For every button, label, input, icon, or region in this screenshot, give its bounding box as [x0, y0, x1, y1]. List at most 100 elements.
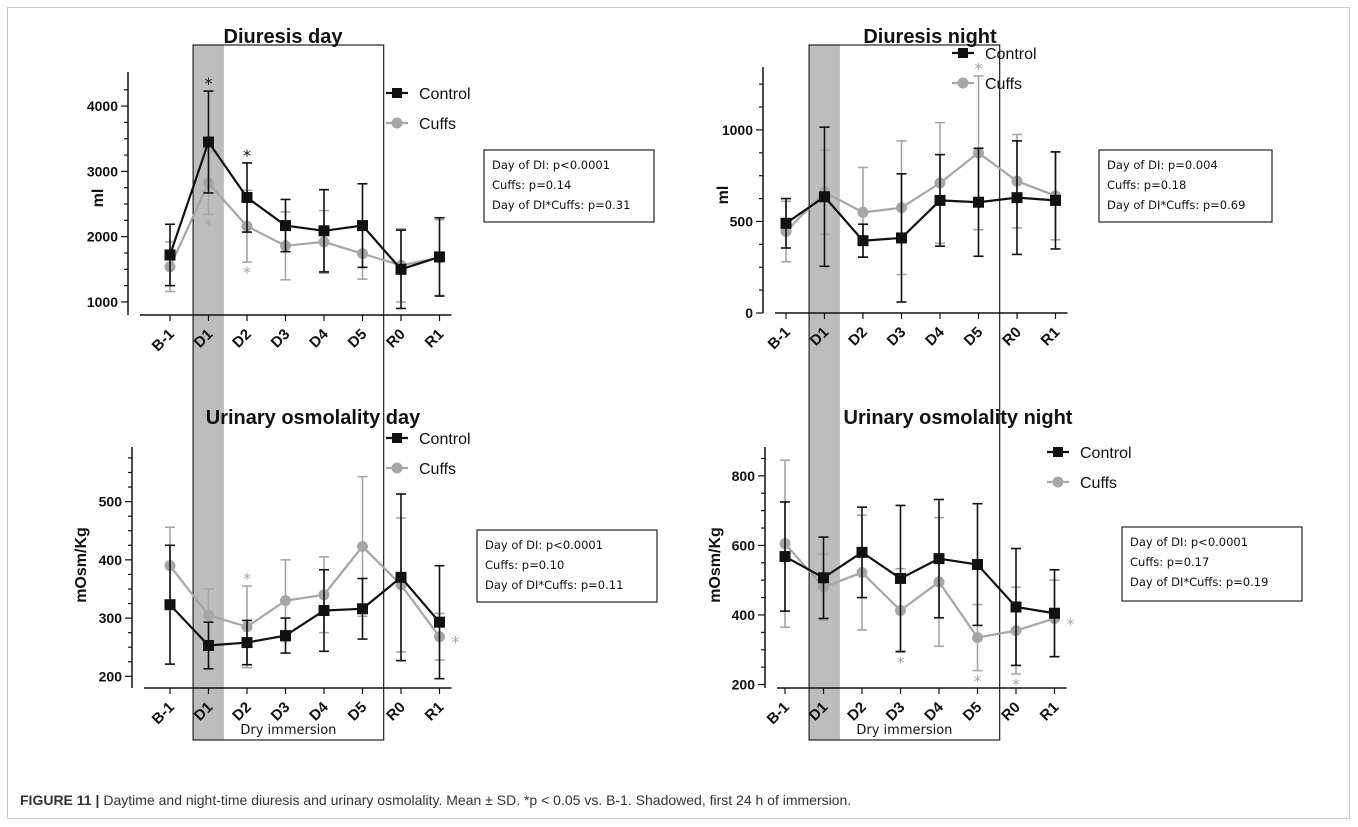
diuresis-day-control-point: [357, 220, 368, 232]
diuresis-night-control-point: [857, 235, 869, 247]
diuresis-night-legend-control-label: Control: [985, 46, 1037, 63]
diuresis-day-x-tick-label: R1: [422, 326, 448, 352]
osmolality-day-stats-line: Day of DI: p<0.0001: [485, 538, 603, 552]
osmolality-night-significance-star: *: [1012, 675, 1020, 694]
osmolality-night-legend-control-label: Control: [1080, 445, 1132, 462]
osmolality-night-significance-star: *: [974, 672, 982, 691]
diuresis-night-legend-cuffs-label: Cuffs: [985, 76, 1022, 93]
diuresis-night-control-point: [780, 217, 792, 229]
osmolality-night-control-line: [784, 551, 1055, 615]
osmolality-day-x-tick-label: D5: [345, 699, 371, 725]
diuresis-night-y-tick-label: 0: [745, 305, 753, 321]
diuresis-day-control-point: [395, 263, 407, 275]
immersion-box-right: [808, 44, 1001, 741]
osmolality-day-control-point: [164, 599, 176, 611]
osmolality-night-x-tick-label: D3: [883, 699, 909, 725]
osmolality-night-y-tick-label: 400: [732, 607, 756, 623]
osmolality-day-stats-line: Cuffs: p=0.10: [485, 558, 564, 572]
osmolality-day-x-tick-label: B-1: [149, 699, 178, 728]
diuresis-night-y-tick-label: 500: [730, 213, 754, 229]
osmolality-night-x-tick-label: R0: [998, 699, 1024, 725]
diuresis-day-x-tick-label: D3: [268, 326, 294, 352]
diuresis-day-legend-cuffs-label: Cuffs: [419, 116, 456, 133]
diuresis-night-control-point: [1011, 192, 1023, 204]
diuresis-night-control-point: [1050, 194, 1061, 206]
osmolality-night-title: Urinary osmolality night: [844, 407, 1073, 429]
diuresis-day-legend-cuffs-marker: [391, 117, 403, 129]
osmolality-night-cuffs-line: [784, 542, 1055, 639]
osmolality-night-control-point: [972, 559, 983, 571]
caption-label: FIGURE 11 |: [20, 792, 100, 808]
osmolality-day-x-tick-label: R0: [383, 699, 409, 725]
immersion-box-left: [192, 44, 385, 741]
diuresis-night-x-tick-label: R1: [1038, 324, 1064, 350]
diuresis-night-stats-line: Cuffs: p=0.18: [1107, 178, 1186, 192]
caption-text: Daytime and night-time diuresis and urin…: [103, 792, 852, 808]
diuresis-day-legend-control-marker: [392, 88, 402, 98]
osmolality-night-significance-star: *: [897, 653, 905, 672]
osmolality-day-control-point: [395, 571, 407, 583]
diuresis-night-x-tick-label: R0: [999, 324, 1025, 350]
osmolality-day-y-tick-label: 200: [99, 668, 123, 684]
diuresis-day-stats-line: Day of DI*Cuffs: p=0.31: [492, 198, 630, 212]
osmolality-day-stats-line: Day of DI*Cuffs: p=0.11: [485, 578, 623, 592]
osmolality-night-legend-cuffs-marker: [1052, 476, 1064, 488]
diuresis-day-y-tick-label: 3000: [87, 163, 118, 179]
diuresis-day-control-line: [168, 139, 440, 271]
diuresis-day-control-point: [203, 136, 214, 148]
osmolality-night-control-point: [779, 551, 791, 563]
osmolality-night-control-point: [1010, 601, 1022, 613]
osmolality-night-ylabel: mOsm/Kg: [707, 527, 724, 603]
osmolality-day-y-tick-label: 300: [99, 610, 123, 626]
diuresis-day-stats-box: [483, 149, 655, 223]
figure-caption: FIGURE 11 | Daytime and night-time diures…: [20, 792, 851, 808]
osmolality-night-significance-star: *: [1067, 614, 1075, 633]
osmolality-day-x-tick-label: D2: [229, 699, 255, 725]
osmolality-day-cuffs-point: [203, 609, 214, 621]
osmolality-day-y-tick-label: 500: [99, 494, 123, 510]
diuresis-day-x-tick-label: R0: [383, 326, 409, 352]
osmolality-night-x-tick-label: D5: [960, 699, 986, 725]
diuresis-night-control-line: [785, 195, 1056, 242]
osmolality-day-control-line: [169, 575, 441, 647]
immersion-label: Dry immersion: [856, 723, 952, 738]
diuresis-day-significance-star: *: [243, 263, 251, 282]
diuresis-day-x-tick-label: B-1: [149, 326, 178, 355]
diuresis-night-cuffs-point: [857, 206, 869, 218]
osmolality-day-legend-cuffs-label: Cuffs: [419, 461, 456, 478]
diuresis-night-control-point: [934, 194, 946, 206]
immersion-label: Dry immersion: [240, 723, 336, 738]
diuresis-day-significance-star: *: [205, 215, 213, 234]
osmolality-day-significance-star: *: [452, 633, 460, 652]
diuresis-night-stats-line: Day of DI: p=0.004: [1107, 158, 1218, 172]
diuresis-day-ylabel: ml: [90, 189, 107, 208]
osmolality-day-y-tick-label: 400: [99, 552, 123, 568]
diuresis-day-x-tick-label: D4: [306, 325, 332, 351]
diuresis-day-y-tick-label: 2000: [87, 229, 118, 245]
diuresis-night-y-tick-label: 1000: [722, 122, 753, 138]
diuresis-day-y-tick-label: 4000: [87, 98, 118, 114]
diuresis-night-significance-star: *: [975, 59, 983, 78]
osmolality-night-stats-box: [1121, 526, 1303, 602]
osmolality-day-control-point: [241, 637, 253, 649]
diuresis-night-x-tick-label: B-1: [765, 324, 794, 353]
osmolality-day-x-tick-label: R1: [422, 699, 448, 725]
osmolality-day-ylabel: mOsm/Kg: [73, 527, 90, 603]
osmolality-night-control-point: [818, 572, 829, 584]
diuresis-night-stats-box: [1098, 149, 1273, 223]
osmolality-day-stats-box: [476, 529, 658, 603]
diuresis-day-x-tick-label: D5: [345, 326, 371, 352]
osmolality-day-legend-cuffs-marker: [391, 462, 403, 474]
osmolality-night-stats-line: Cuffs: p=0.17: [1130, 555, 1209, 569]
osmolality-day-legend-control-label: Control: [419, 431, 471, 448]
diuresis-day-y-tick-label: 1000: [87, 294, 118, 310]
osmolality-night-x-tick-label: D4: [921, 698, 947, 724]
diuresis-night-ylabel: ml: [715, 186, 732, 205]
osmolality-night-cuffs-point: [972, 632, 983, 644]
osmolality-day-cuffs-line: [169, 544, 441, 638]
osmolality-night-x-tick-label: D2: [844, 699, 870, 725]
diuresis-day-significance-star: *: [205, 74, 213, 93]
diuresis-day-control-point: [241, 192, 253, 203]
diuresis-night-title: Diuresis night: [863, 26, 997, 48]
diuresis-night-x-tick-label: D5: [961, 324, 987, 350]
